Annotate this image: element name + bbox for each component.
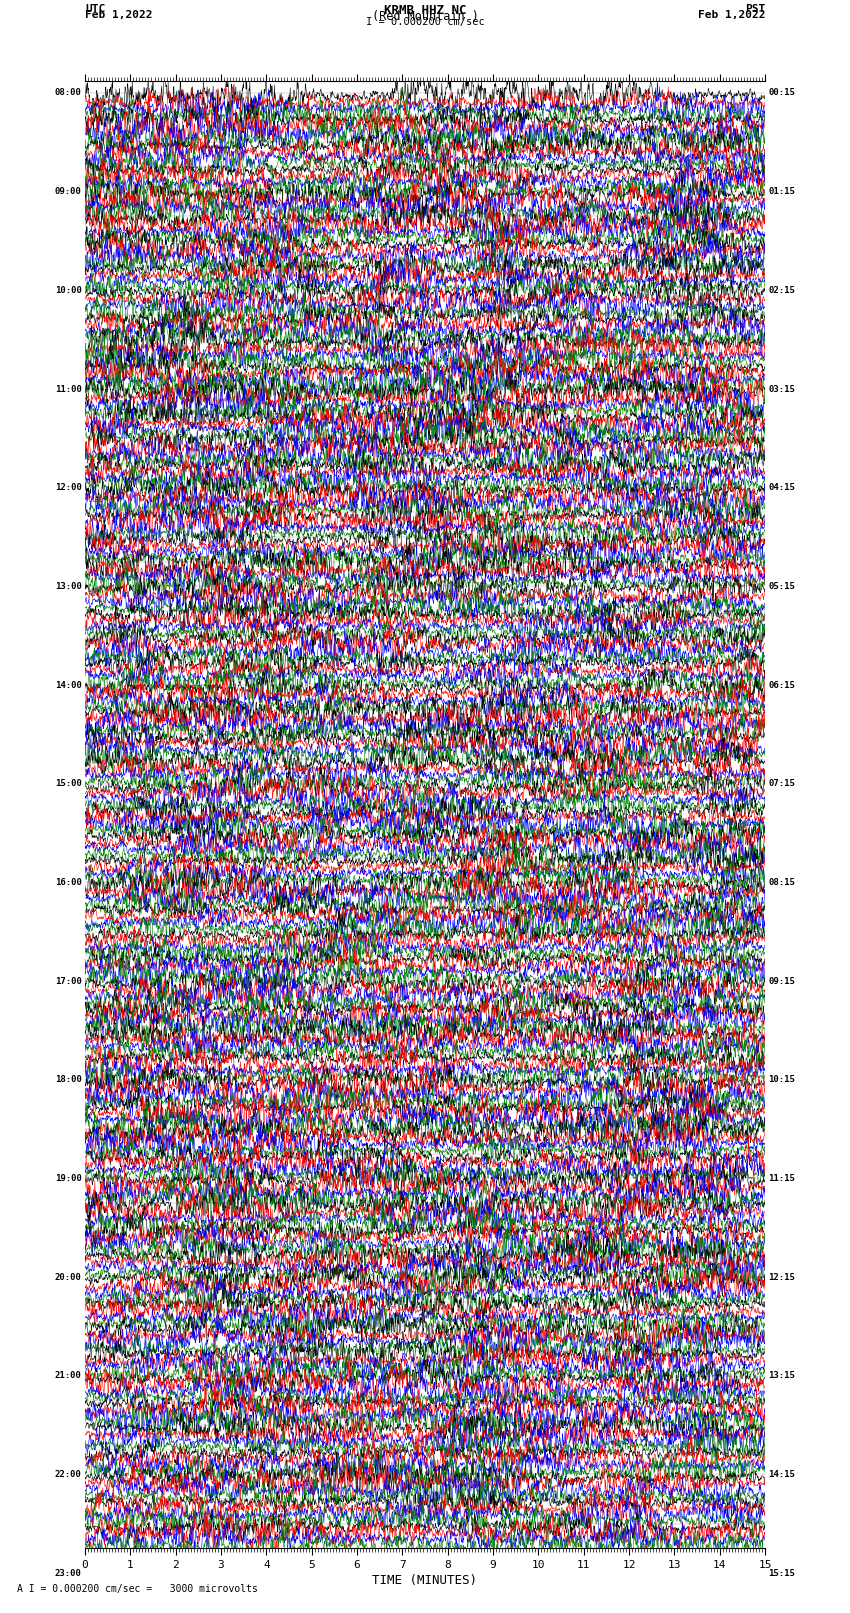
Text: 01:15: 01:15 bbox=[768, 187, 796, 197]
Text: 16:00: 16:00 bbox=[54, 877, 82, 887]
Text: 14:00: 14:00 bbox=[54, 681, 82, 689]
Text: 17:00: 17:00 bbox=[54, 976, 82, 986]
Text: A I = 0.000200 cm/sec =   3000 microvolts: A I = 0.000200 cm/sec = 3000 microvolts bbox=[17, 1584, 258, 1594]
Text: 13:15: 13:15 bbox=[768, 1371, 796, 1381]
Text: Feb 1,2022: Feb 1,2022 bbox=[85, 11, 152, 21]
Text: 13:00: 13:00 bbox=[54, 582, 82, 590]
Text: 20:00: 20:00 bbox=[54, 1273, 82, 1282]
Text: 11:15: 11:15 bbox=[768, 1174, 796, 1182]
Text: 09:15: 09:15 bbox=[768, 976, 796, 986]
Text: 10:15: 10:15 bbox=[768, 1076, 796, 1084]
Text: KRMB HHZ NC: KRMB HHZ NC bbox=[383, 5, 467, 18]
Text: 12:15: 12:15 bbox=[768, 1273, 796, 1282]
Text: 08:00: 08:00 bbox=[54, 89, 82, 97]
Text: 19:00: 19:00 bbox=[54, 1174, 82, 1182]
Text: 12:00: 12:00 bbox=[54, 484, 82, 492]
Text: PST: PST bbox=[745, 5, 765, 15]
Text: 22:00: 22:00 bbox=[54, 1469, 82, 1479]
Text: 23:00: 23:00 bbox=[54, 1569, 82, 1578]
Text: 08:15: 08:15 bbox=[768, 877, 796, 887]
Text: I = 0.000200 cm/sec: I = 0.000200 cm/sec bbox=[366, 18, 484, 27]
Text: 10:00: 10:00 bbox=[54, 286, 82, 295]
Text: 04:15: 04:15 bbox=[768, 484, 796, 492]
Text: 14:15: 14:15 bbox=[768, 1469, 796, 1479]
Text: 00:15: 00:15 bbox=[768, 89, 796, 97]
Text: 07:15: 07:15 bbox=[768, 779, 796, 789]
Text: 18:00: 18:00 bbox=[54, 1076, 82, 1084]
Text: (Red Mountain ): (Red Mountain ) bbox=[371, 11, 479, 24]
Text: 05:15: 05:15 bbox=[768, 582, 796, 590]
Text: 09:00: 09:00 bbox=[54, 187, 82, 197]
Text: 06:15: 06:15 bbox=[768, 681, 796, 689]
Text: UTC: UTC bbox=[85, 5, 105, 15]
Text: Feb 1,2022: Feb 1,2022 bbox=[698, 11, 765, 21]
X-axis label: TIME (MINUTES): TIME (MINUTES) bbox=[372, 1574, 478, 1587]
Text: 02:15: 02:15 bbox=[768, 286, 796, 295]
Text: 11:00: 11:00 bbox=[54, 384, 82, 394]
Text: 03:15: 03:15 bbox=[768, 384, 796, 394]
Text: 15:00: 15:00 bbox=[54, 779, 82, 789]
Text: 15:15: 15:15 bbox=[768, 1569, 796, 1578]
Text: 21:00: 21:00 bbox=[54, 1371, 82, 1381]
